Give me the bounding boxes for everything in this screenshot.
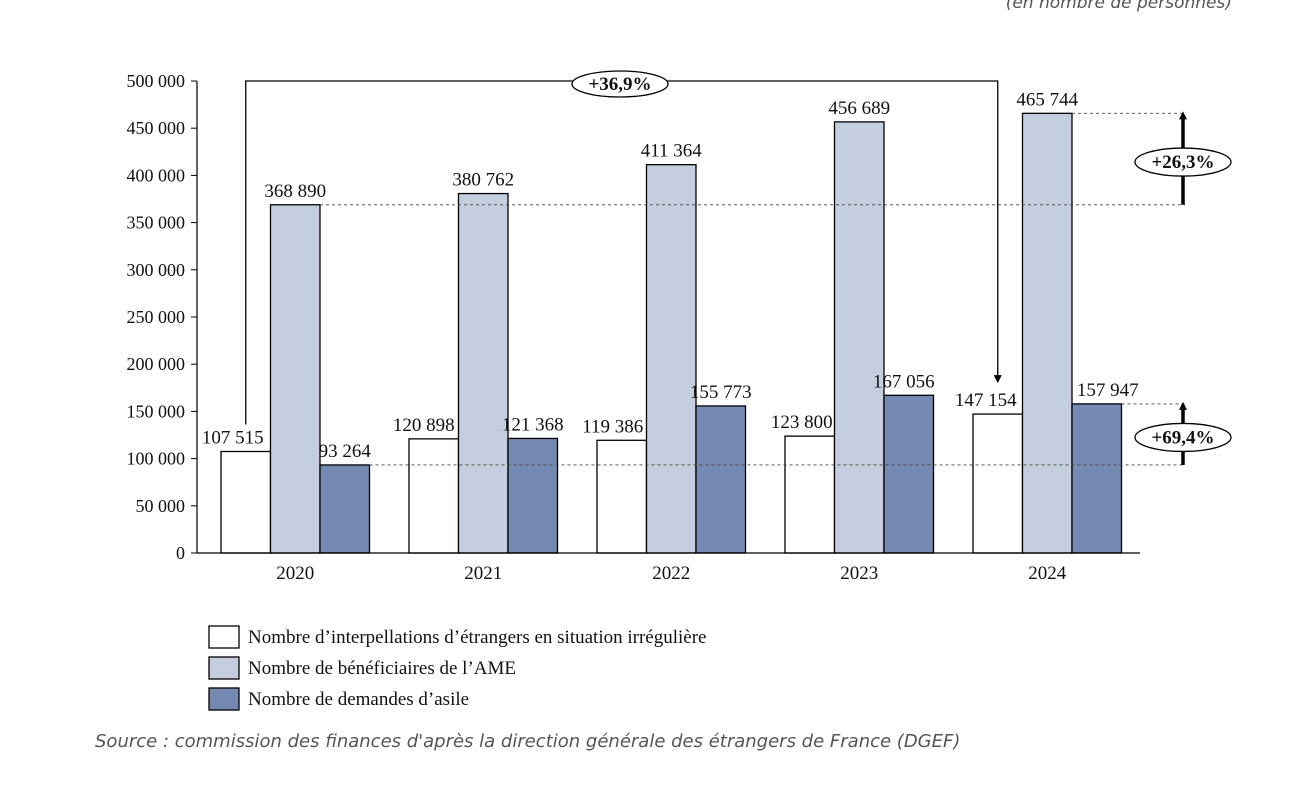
legend-swatch (208, 687, 240, 711)
y-tick-label: 400 000 (127, 165, 186, 185)
data-label: 368 890 (264, 181, 326, 202)
x-axis: 2020 2021 2022 2023 2024 (197, 552, 1140, 584)
annotation-ellipse (571, 70, 669, 98)
x-tick-label: 2020 (276, 563, 314, 584)
legend-label: Nombre d’interpellations d’étrangers en … (248, 627, 706, 648)
y-tick-label: 450 000 (127, 118, 186, 138)
y-tick-label: 50 000 (136, 496, 186, 516)
y-tick-label: 350 000 (127, 213, 186, 233)
annotations: +36,9% +26,3% +69,4% (245, 70, 1232, 465)
x-tick-label: 2021 (464, 563, 502, 584)
x-tick-label: 2023 (840, 563, 878, 584)
bar (319, 464, 371, 554)
unit-note: (en nombre de personnes) (1005, 0, 1232, 13)
data-label: 123 800 (771, 412, 833, 433)
data-label: 167 056 (873, 371, 935, 392)
bar (1021, 112, 1073, 554)
legend-swatch (208, 656, 240, 680)
bar (695, 405, 747, 554)
annotation-label: +36,9% (588, 74, 651, 95)
legend-label: Nombre de bénéficiaires de l’AME (248, 658, 516, 679)
x-tick-label: 2022 (652, 563, 690, 584)
y-tick-label: 500 000 (127, 71, 186, 91)
data-label: 120 898 (393, 415, 455, 436)
x-tick-label: 2024 (1028, 563, 1067, 584)
bar (507, 437, 559, 554)
bar (645, 164, 697, 554)
y-tick-label: 300 000 (127, 260, 186, 280)
y-tick-label: 150 000 (127, 401, 186, 421)
data-label: 456 689 (828, 98, 890, 119)
bar (408, 438, 460, 554)
bar (784, 435, 836, 554)
bar (269, 204, 321, 554)
data-label: 380 762 (452, 170, 514, 191)
y-axis: 0 50 000 100 000 150 000 200 000 250 000 300 0… (127, 71, 198, 563)
y-tick-label: 200 000 (127, 354, 186, 374)
data-label: 411 364 (641, 141, 703, 162)
data-label: 147 154 (955, 390, 1017, 411)
bar (883, 394, 935, 554)
annotation-ellipse (1134, 422, 1232, 453)
legend-label: Nombre de demandes d’asile (248, 689, 469, 710)
data-label: 157 947 (1077, 380, 1139, 401)
y-tick-label: 100 000 (127, 449, 186, 469)
bar (220, 450, 272, 554)
bars: 107 515 368 890 93 264 120 898 380 762 121 36… (202, 89, 1139, 554)
data-label: 155 773 (690, 382, 752, 403)
data-label: 119 386 (582, 416, 643, 437)
bar (833, 121, 885, 554)
y-tick-label: 0 (176, 543, 185, 563)
legend-swatch (208, 625, 240, 649)
legend: Nombre d’interpellations d’étrangers en … (208, 625, 706, 711)
data-label: 121 368 (502, 414, 564, 435)
data-label: 107 515 (202, 428, 264, 449)
source-note: Source : commission des finances d'après… (95, 731, 961, 752)
bar (1071, 403, 1123, 554)
bar (457, 192, 509, 554)
y-tick-label: 250 000 (127, 307, 186, 327)
data-label: 93 264 (319, 441, 372, 462)
annotation-label: +26,3% (1151, 152, 1214, 173)
annotation-ellipse (1134, 147, 1232, 177)
bar (972, 413, 1024, 554)
bar (596, 439, 648, 554)
annotation-label: +69,4% (1151, 427, 1214, 448)
reference-lines (320, 112, 1185, 466)
data-label: 465 744 (1016, 89, 1078, 110)
